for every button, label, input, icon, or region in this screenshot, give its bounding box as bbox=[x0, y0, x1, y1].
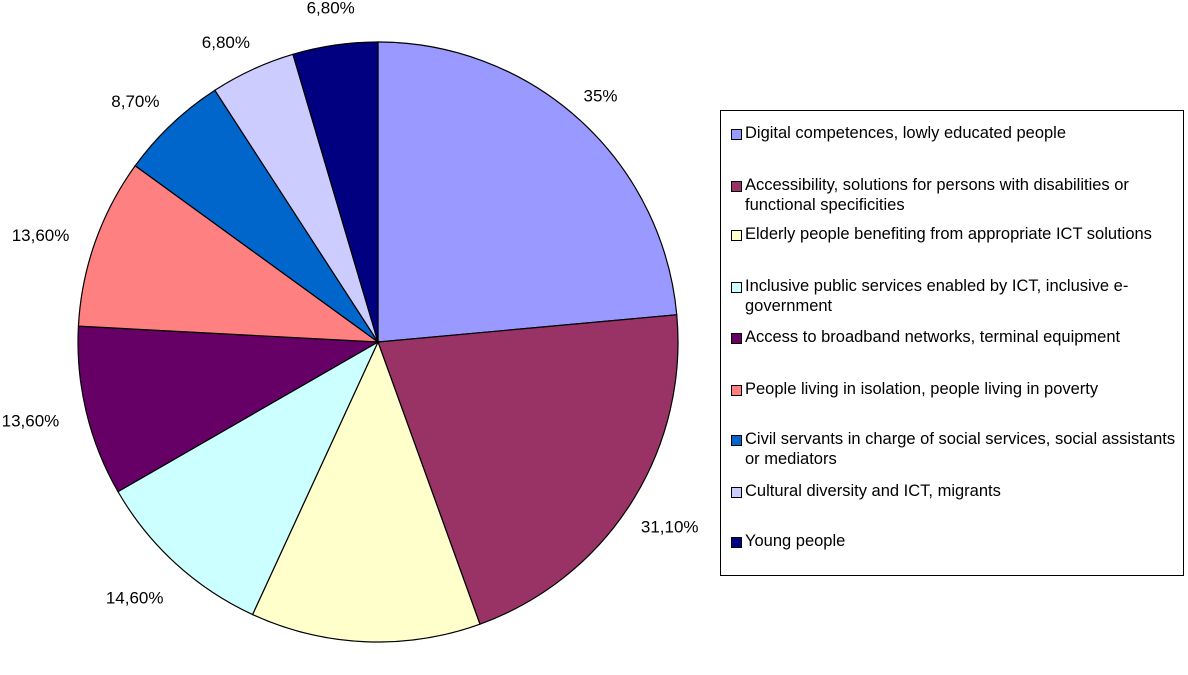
legend-label: Young people bbox=[745, 532, 846, 550]
slice-data-label-6: 13,60% bbox=[12, 226, 70, 245]
slice-data-label-4: 14,60% bbox=[106, 589, 164, 608]
legend-item-8: Cultural diversity and ICT, migrants bbox=[731, 481, 1179, 501]
legend-item-6: People living in isolation, people livin… bbox=[731, 379, 1179, 399]
legend-label: Cultural diversity and ICT, migrants bbox=[745, 482, 1001, 500]
pie-slice-1 bbox=[377, 41, 678, 343]
slice-data-label-8: 6,80% bbox=[202, 33, 250, 52]
legend-swatch bbox=[731, 435, 742, 446]
pie-chart: 35%31,10%18,40%14,60%13,60%13,60%8,70%6,… bbox=[2, 0, 699, 675]
legend-label: People living in isolation, people livin… bbox=[745, 380, 1099, 398]
legend-item-3: Elderly people benefiting from appropria… bbox=[731, 224, 1179, 244]
legend-item-9: Young people bbox=[731, 531, 1179, 551]
legend-swatch bbox=[731, 129, 742, 140]
legend-item-5: Access to broadband networks, terminal e… bbox=[731, 327, 1179, 347]
legend-swatch bbox=[731, 487, 742, 498]
legend-label: Inclusive public services enabled by ICT… bbox=[745, 277, 1129, 315]
pie-slice-3 bbox=[251, 340, 481, 643]
legend-label: Elderly people benefiting from appropria… bbox=[745, 225, 1152, 243]
legend-swatch bbox=[731, 385, 742, 396]
slice-data-label-9: 6,80% bbox=[307, 0, 355, 17]
pie-slice-9 bbox=[292, 41, 379, 343]
pie-slice-6 bbox=[77, 164, 380, 343]
legend-swatch bbox=[731, 230, 742, 241]
legend-item-1: Digital competences, lowly educated peop… bbox=[731, 123, 1179, 143]
slice-data-label-5: 13,60% bbox=[2, 412, 60, 431]
legend-swatch bbox=[731, 333, 742, 344]
legend-item-2: Accessibility, solutions for persons wit… bbox=[731, 175, 1179, 215]
legend-label: Civil servants in charge of social servi… bbox=[745, 430, 1176, 468]
legend-label: Accessibility, solutions for persons wit… bbox=[745, 176, 1129, 214]
legend-swatch bbox=[731, 282, 742, 293]
pie-slices bbox=[77, 41, 679, 643]
chart-legend: Digital competences, lowly educated peop… bbox=[720, 110, 1184, 576]
slice-data-label-2: 31,10% bbox=[641, 518, 699, 537]
legend-item-7: Civil servants in charge of social servi… bbox=[731, 429, 1179, 469]
pie-slice-4 bbox=[117, 340, 380, 616]
pie-data-labels: 35%31,10%18,40%14,60%13,60%13,60%8,70%6,… bbox=[2, 0, 699, 675]
slice-data-label-7: 8,70% bbox=[111, 92, 159, 111]
legend-item-4: Inclusive public services enabled by ICT… bbox=[731, 276, 1179, 316]
legend-swatch bbox=[731, 181, 742, 192]
legend-label: Digital competences, lowly educated peop… bbox=[745, 124, 1067, 142]
legend-label: Access to broadband networks, terminal e… bbox=[745, 328, 1121, 346]
slice-data-label-1: 35% bbox=[583, 86, 617, 105]
pie-slice-2 bbox=[377, 314, 679, 625]
legend-swatch bbox=[731, 537, 742, 548]
pie-slice-5 bbox=[77, 325, 381, 493]
